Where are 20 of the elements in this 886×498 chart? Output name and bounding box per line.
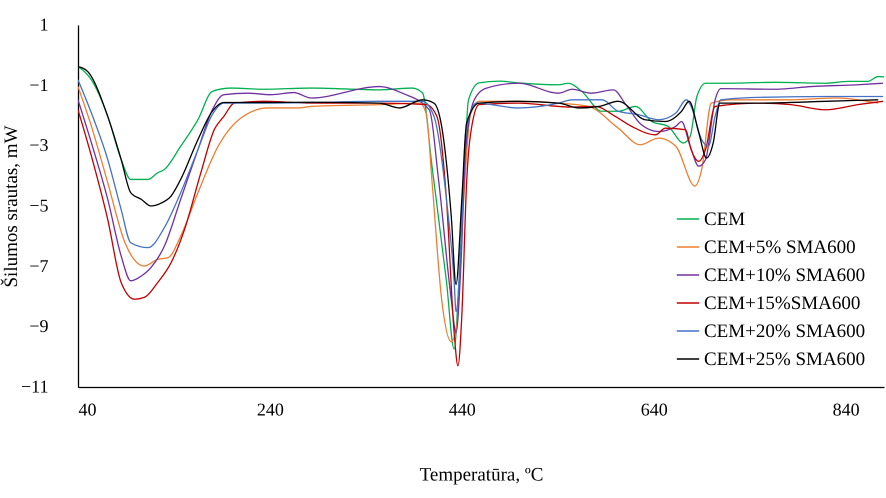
- y-tick-label: −7: [29, 256, 48, 276]
- legend-label: CEM+5% SMA600: [704, 237, 856, 258]
- y-tick-label: −11: [21, 376, 48, 396]
- x-axis-title: Temperatūra, ºC: [420, 464, 544, 486]
- y-tick-label: −5: [29, 196, 48, 216]
- x-tick-label: 240: [256, 400, 284, 420]
- legend-label: CEM+15%SMA600: [704, 293, 860, 314]
- legend-label: CEM+10% SMA600: [704, 265, 866, 286]
- x-tick-label: 640: [640, 400, 668, 420]
- y-tick-label: 1: [40, 14, 48, 34]
- y-tick-label: −9: [29, 316, 48, 336]
- legend-label: CEM: [704, 209, 746, 230]
- legend-label: CEM+25% SMA600: [704, 349, 866, 370]
- y-tick-label: −3: [29, 135, 48, 156]
- x-tick-label: 440: [448, 400, 476, 420]
- x-tick-label: 840: [832, 400, 860, 420]
- legend-label: CEM+20% SMA600: [704, 321, 866, 342]
- y-tick-label: −1: [29, 74, 48, 95]
- y-axis-title: Šilumos srautas, mW: [0, 125, 22, 288]
- x-tick-label: 40: [78, 400, 96, 420]
